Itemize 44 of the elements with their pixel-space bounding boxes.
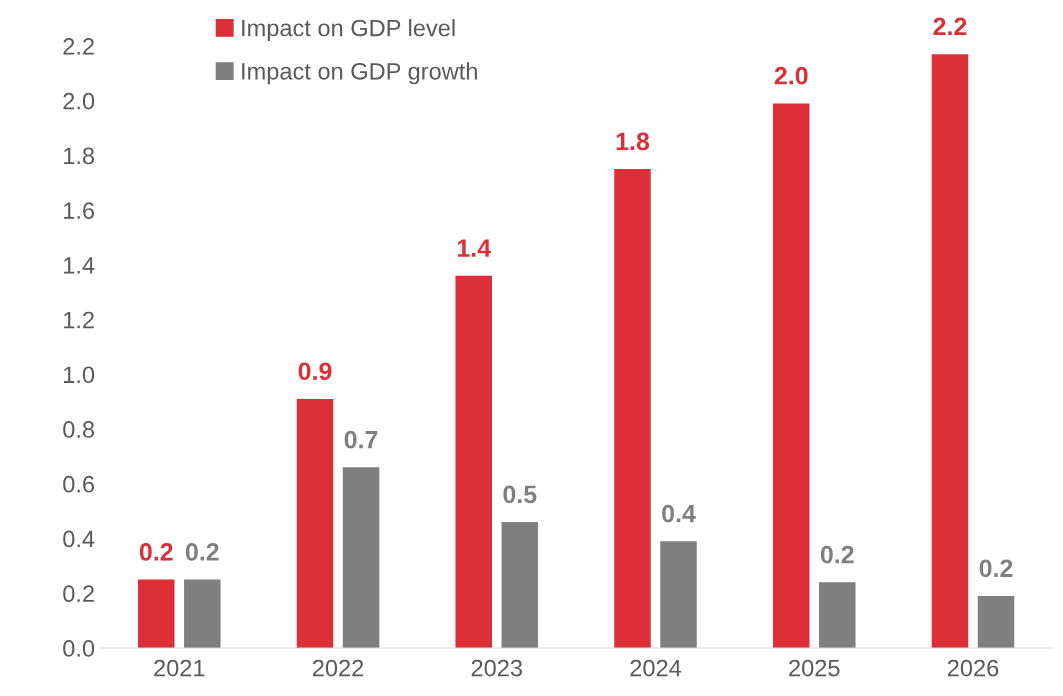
bar	[660, 541, 697, 648]
data-label: 1.8	[616, 132, 650, 151]
bar	[342, 467, 380, 648]
y-tick-label: 0.6	[63, 475, 95, 493]
text: 1.0	[64, 366, 95, 384]
bar	[931, 54, 969, 648]
data-label: 0.2	[185, 543, 219, 561]
y-tick-label: 0.4	[63, 530, 95, 548]
text: 0.0	[63, 640, 95, 657]
data-label: 0.7	[344, 430, 378, 449]
bar	[977, 595, 1015, 648]
data-label: 0.5	[503, 485, 537, 504]
x-tick-label: 2021	[154, 659, 205, 677]
data-label: 2.0	[774, 66, 808, 85]
bar	[772, 103, 810, 648]
data-label: 0.4	[662, 504, 696, 523]
data-label: 0.2	[139, 543, 173, 561]
bar	[614, 169, 651, 648]
y-tick-label: 1.4	[64, 257, 95, 274]
x-tick-label: 2024	[630, 659, 682, 677]
legend-label: Impact on GDP growth	[242, 62, 477, 85]
x-tick-label: 2023	[471, 659, 522, 677]
y-tick-label: 1.2	[64, 311, 94, 329]
data-label: 0.9	[298, 362, 332, 381]
text: 2.0	[63, 92, 95, 110]
bar	[184, 579, 221, 648]
x-tick-label: 2026	[947, 659, 999, 677]
legend-label: Impact on GDP level	[242, 19, 455, 42]
y-tick-label: 2.2	[63, 38, 94, 55]
data-label: 2.2	[933, 17, 967, 36]
bar	[296, 398, 334, 648]
bar	[455, 275, 493, 648]
y-tick-label: 0.2	[63, 585, 94, 603]
y-tick-label: 1.6	[64, 202, 95, 219]
bar	[138, 579, 175, 648]
y-tick-label: 1.8	[64, 147, 95, 165]
data-label: 0.2	[820, 545, 854, 564]
data-label: 1.4	[457, 239, 491, 257]
bar	[501, 522, 539, 648]
bar	[819, 582, 856, 648]
x-tick-label: 2025	[789, 659, 840, 677]
y-tick-label: 0.8	[63, 421, 95, 438]
x-tick-label: 2022	[312, 659, 364, 677]
data-label: 0.2	[979, 559, 1013, 578]
